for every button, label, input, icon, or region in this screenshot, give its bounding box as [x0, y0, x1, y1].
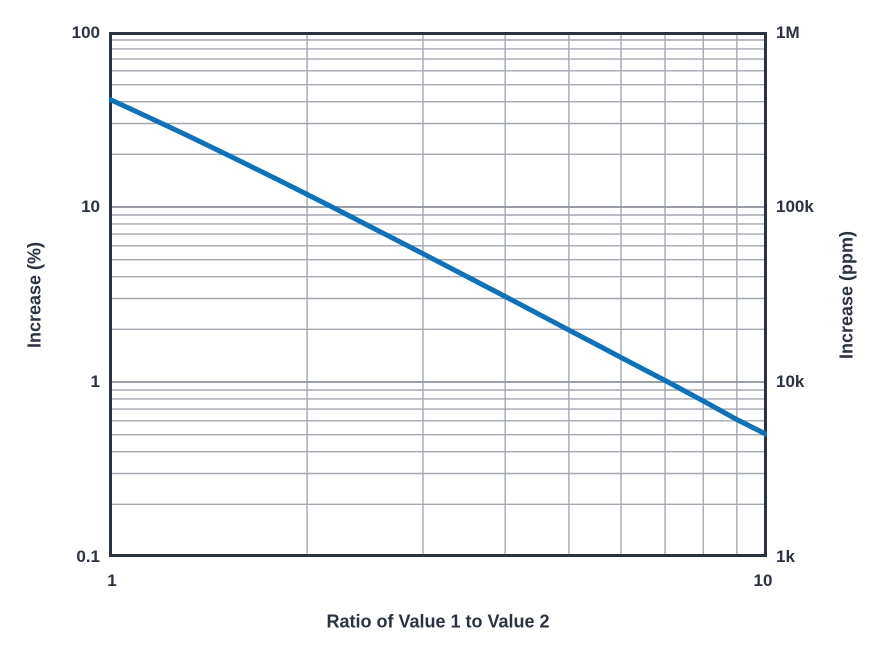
y-left-tick-100: 100: [71, 23, 100, 42]
y-axis-label-right: Increase (ppm): [836, 230, 857, 360]
y-axis-label-left: Increase (%): [24, 241, 45, 349]
y-right-tick-10k: 10k: [776, 372, 805, 391]
y-left-tick-1: 1: [90, 372, 100, 391]
y-right-tick-1k: 1k: [776, 547, 795, 566]
y-left-tick-10: 10: [81, 197, 100, 216]
plot-frame: [109, 32, 767, 557]
x-tick-1: 1: [107, 571, 117, 590]
plot-area: [109, 32, 767, 557]
y-right-tick-100k: 100k: [776, 197, 814, 216]
y-left-tick-0p1: 0.1: [76, 547, 100, 566]
x-axis-label: Ratio of Value 1 to Value 2: [326, 611, 550, 632]
x-tick-10: 10: [753, 571, 773, 590]
increase-curve: [109, 96, 767, 437]
y-right-tick-1M: 1M: [776, 23, 800, 42]
